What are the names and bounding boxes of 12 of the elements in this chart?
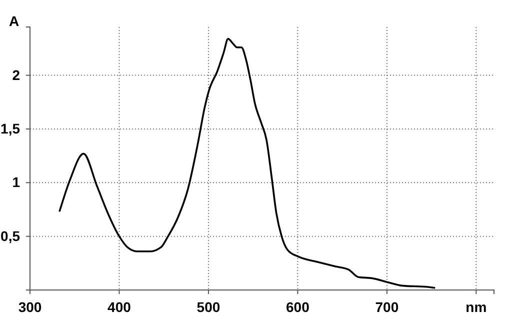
line-series: [58, 38, 436, 289]
y-tick-label: 1,5: [0, 120, 20, 136]
y-tick-label: 1: [12, 174, 20, 190]
y-axis-title: A: [8, 13, 20, 29]
x-tick-label: 400: [108, 298, 132, 315]
x-tick-label: 700: [375, 298, 399, 315]
y-tick-label: 2: [12, 66, 20, 83]
x-tick-label: 300: [18, 298, 42, 315]
y-tick-label: 0,5: [0, 228, 20, 244]
x-axis-title: nm: [466, 299, 487, 316]
x-tick-label: 600: [286, 298, 310, 315]
x-tick-label: 500: [196, 298, 220, 315]
